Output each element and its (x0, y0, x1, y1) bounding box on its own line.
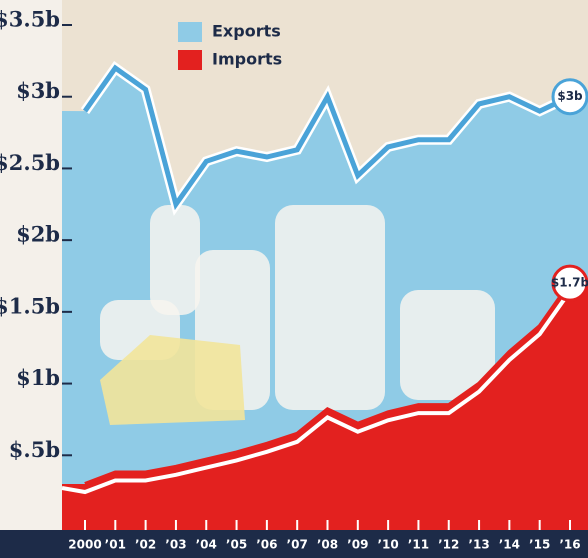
x-tick-label: ’14 (499, 538, 520, 552)
x-tick-label: ’06 (256, 538, 277, 552)
imports-area (62, 283, 588, 530)
y-tick-label: $3b (16, 78, 60, 103)
legend-swatch (178, 22, 202, 42)
illustration (400, 290, 495, 400)
end-label-bubble (551, 264, 588, 302)
legend-label: Imports (212, 50, 282, 69)
y-tick-label: $3.5b (0, 7, 60, 32)
x-tick-label: ’01 (105, 538, 126, 552)
legend-swatch (178, 50, 202, 70)
illustration (275, 205, 385, 410)
x-tick-label: ’08 (317, 538, 338, 552)
x-tick-label: ’16 (559, 538, 580, 552)
y-tick-label: $1.5b (0, 293, 60, 318)
end-label: $1.7b (551, 276, 588, 290)
x-tick-label: 2000 (68, 538, 101, 552)
x-tick-label: ’11 (408, 538, 429, 552)
x-tick-label: ’02 (135, 538, 156, 552)
imports-line-halo (61, 290, 572, 495)
x-tick-label: ’13 (468, 538, 489, 552)
illustration (100, 335, 245, 425)
x-tick-label: ’15 (529, 538, 550, 552)
x-tick-label: ’05 (226, 538, 247, 552)
y-tick-label: $2.5b (0, 150, 60, 175)
x-tick-label: ’09 (347, 538, 368, 552)
y-tick-label: $.5b (9, 437, 60, 462)
x-tick-label: ’12 (438, 538, 459, 552)
imports-line (84, 282, 572, 486)
y-tick-label: $1b (16, 365, 60, 390)
x-tick-label: ’10 (377, 538, 398, 552)
end-label: $3b (557, 89, 583, 103)
y-tick-label: $2b (16, 222, 60, 247)
x-tick-label: ’07 (287, 538, 308, 552)
x-axis-band (0, 530, 588, 558)
x-tick-label: ’03 (165, 538, 186, 552)
x-tick-label: ’04 (196, 538, 217, 552)
end-label-bubble (551, 78, 588, 116)
exports-line (82, 64, 572, 211)
illustration (150, 205, 200, 315)
legend-label: Exports (212, 22, 281, 41)
